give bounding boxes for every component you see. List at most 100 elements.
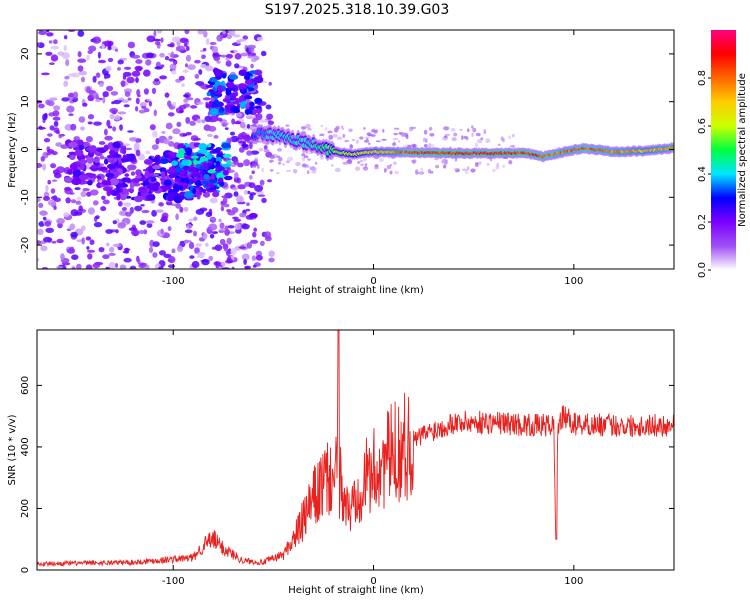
heatmap-noise-blob [82, 188, 90, 192]
heatmap-noise-blob [394, 170, 399, 175]
heatmap-noise-blob [106, 242, 110, 247]
heatmap-noise-blob [183, 98, 189, 103]
heatmap-noise-blob [135, 59, 143, 64]
heatmap-noise-blob [209, 197, 218, 204]
heatmap-noise-blob [129, 206, 134, 214]
heatmap-noise-blob [56, 166, 65, 174]
heatmap-noise-blob [168, 135, 173, 140]
heatmap-noise-blob [171, 36, 181, 43]
heatmap-noise-blob [202, 97, 211, 101]
heatmap-noise-blob [154, 66, 163, 70]
heatmap-noise-blob [187, 64, 196, 70]
heatmap-noise-blob [268, 250, 275, 257]
heatmap-noise-blob [382, 128, 385, 133]
heatmap-noise-blob [229, 30, 236, 37]
heatmap-noise-blob [197, 255, 205, 259]
heatmap-noise-blob [117, 97, 124, 101]
heatmap-cluster-blob [72, 169, 82, 177]
heatmap-cluster-blob [78, 174, 89, 181]
heatmap-noise-blob [453, 132, 458, 137]
heatmap-noise-blob [349, 144, 354, 149]
heatmap-noise-blob [364, 163, 368, 167]
heatmap-noise-blob [106, 85, 114, 92]
heatmap-noise-blob [366, 137, 369, 141]
heatmap-noise-blob [63, 80, 69, 87]
heatmap-noise-blob [371, 129, 374, 133]
heatmap-cluster-blob [198, 143, 208, 150]
heatmap-noise-blob [211, 217, 216, 221]
heatmap-noise-blob [319, 133, 325, 136]
heatmap-cluster-blob [191, 172, 200, 177]
heatmap-noise-blob [287, 156, 293, 162]
heatmap-noise-blob [117, 67, 121, 71]
heatmap-noise-blob [246, 124, 250, 129]
heatmap-noise-blob [131, 70, 141, 77]
heatmap-noise-blob [133, 142, 140, 150]
heatmap-cluster-blob [233, 108, 241, 114]
heatmap-noise-blob [222, 243, 229, 250]
heatmap-noise-blob [153, 30, 157, 37]
heatmap-noise-blob [243, 159, 251, 167]
heatmap-noise-blob [43, 138, 51, 143]
heatmap-noise-blob [93, 121, 102, 126]
heatmap-cluster-blob [144, 171, 154, 177]
heatmap-noise-blob [238, 246, 247, 249]
heatmap-cluster-blob [249, 70, 257, 74]
heatmap-noise-blob [381, 138, 387, 141]
heatmap-noise-blob [181, 83, 185, 87]
heatmap-noise-blob [230, 131, 235, 136]
heatmap-noise-blob [259, 119, 269, 123]
heatmap-noise-blob [327, 130, 333, 134]
heatmap-noise-blob [121, 207, 127, 211]
heatmap-cluster-blob [222, 153, 232, 158]
heatmap-cluster-blob [244, 109, 253, 115]
heatmap-noise-blob [444, 135, 448, 138]
heatmap-noise-blob [50, 163, 57, 169]
heatmap-noise-blob [135, 106, 139, 112]
heatmap-noise-blob [307, 158, 311, 161]
heatmap-noise-blob [38, 221, 45, 227]
heatmap-noise-blob [240, 131, 247, 139]
heatmap-noise-blob [81, 225, 86, 231]
x-tick-label: 0 [370, 276, 376, 287]
heatmap-noise-blob [370, 134, 376, 137]
heatmap-noise-blob [138, 153, 145, 161]
heatmap-noise-blob [230, 135, 240, 143]
heatmap-noise-blob [57, 51, 65, 56]
heatmap-noise-blob [50, 195, 57, 200]
heatmap-cluster-blob [145, 194, 156, 201]
heatmap-noise-blob [450, 128, 456, 132]
heatmap-noise-blob [107, 40, 114, 47]
heatmap-noise-blob [109, 113, 115, 120]
heatmap-noise-blob [411, 143, 417, 148]
heatmap-noise-blob [234, 172, 239, 179]
heatmap-noise-blob [164, 92, 170, 98]
heatmap-noise-blob [224, 127, 229, 130]
heatmap-cluster-blob [163, 179, 172, 187]
heatmap-noise-blob [119, 147, 127, 154]
heatmap-noise-blob [70, 123, 77, 131]
heatmap-cluster-blob [148, 165, 154, 173]
heatmap-cluster-blob [215, 147, 223, 151]
heatmap-noise-blob [269, 154, 275, 159]
heatmap-noise-blob [92, 200, 99, 206]
heatmap-noise-blob [68, 113, 74, 117]
heatmap-noise-blob [89, 239, 95, 245]
heatmap-noise-blob [158, 266, 164, 269]
heatmap-noise-blob [459, 128, 463, 132]
heatmap-noise-blob [508, 160, 513, 165]
heatmap-noise-blob [50, 45, 59, 50]
heatmap-noise-blob [277, 148, 283, 152]
heatmap-noise-blob [98, 247, 105, 253]
heatmap-noise-blob [252, 165, 257, 168]
heatmap-cluster-blob [122, 188, 129, 194]
heatmap-noise-blob [261, 197, 267, 203]
heatmap-noise-blob [236, 112, 243, 118]
heatmap-noise-blob [95, 72, 101, 78]
heatmap-noise-blob [464, 169, 469, 175]
y-tick-label: 20 [20, 48, 31, 61]
heatmap-noise-blob [69, 246, 75, 254]
heatmap-noise-blob [131, 54, 141, 59]
heatmap-cluster-blob [173, 183, 179, 191]
heatmap-noise-blob [485, 138, 491, 144]
